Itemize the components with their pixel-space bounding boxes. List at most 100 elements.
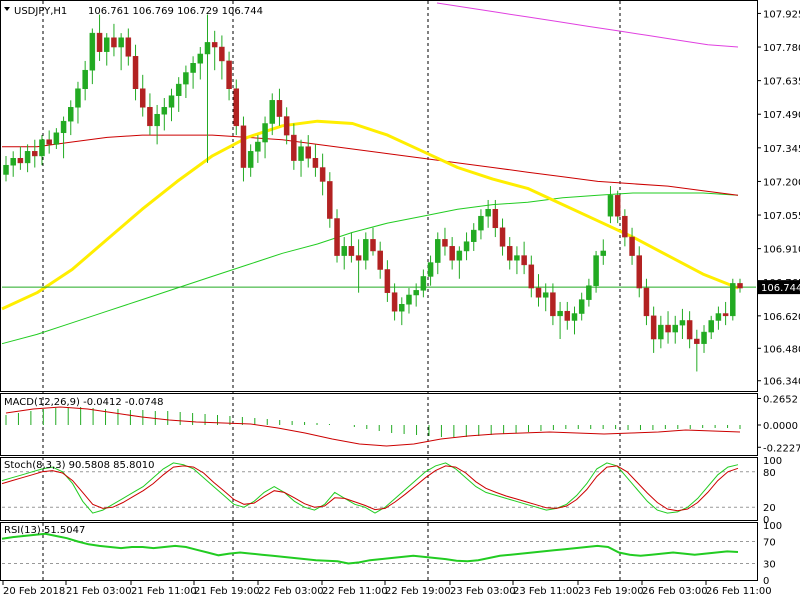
candle-bullish [406,294,412,305]
main-panel-border [0,0,758,392]
candle-bearish [32,151,38,157]
candle-bullish [730,283,736,317]
stoch-panel-border [0,457,758,521]
candle-bullish [456,250,463,261]
candle-bearish [276,100,283,117]
candle-bullish [3,164,9,175]
candle-bullish [679,320,686,326]
candle-bearish [499,227,506,247]
candle-bearish [226,60,232,89]
candle-bearish [96,32,103,52]
macd-panel: 0.2652 0.0000 -0.2227 [5,394,800,454]
candle-bullish [435,239,441,263]
candle-bullish [39,139,45,157]
candle-bearish [506,246,513,261]
time-tick-label: 23 Feb 03:00 [450,586,516,597]
candle-bullish [478,215,484,231]
current-price-label: 106.744 [761,283,800,294]
rsi-line [1,532,739,565]
price-axis: 107.925 107.780 107.635 107.490 107.345 107.2… [757,9,800,388]
candle-bullish [363,239,369,261]
price-tick-label: 107.055 [763,211,800,222]
candle-bullish [420,276,427,291]
current-price-box [758,280,800,295]
candle-bullish [427,262,434,277]
candle-bearish [132,56,139,89]
macd-tick-label: 0.2652 [763,394,798,405]
rsi-tick-label: 70 [763,538,776,549]
price-tick-label: 107.490 [763,110,800,121]
candle-bullish [75,88,81,108]
candle-bullish [586,285,592,300]
symbol-label: USDJPY,H1 [14,6,67,17]
candle-bearish [46,139,52,145]
candle-bearish [492,208,499,229]
candlesticks [3,14,743,372]
candle-bearish [650,315,657,340]
candle-bearish [391,292,398,312]
candle-bullish [247,151,254,168]
candle-bullish [269,100,276,124]
candle-bearish [614,195,621,217]
candle-bearish [348,246,355,256]
candle-bearish [564,310,571,321]
rsi-tick-label: 30 [763,560,776,571]
time-tick-label: 26 Feb 11:00 [706,586,772,597]
time-tick-label: 22 Feb 03:00 [258,586,324,597]
candle-bullish [399,304,405,312]
price-tick-label: 107.925 [763,9,800,20]
sma-yellow-line [1,119,739,311]
candle-bearish [125,37,132,57]
candle-bearish [665,324,671,333]
time-tick-label: 21 Feb 19:00 [194,586,260,597]
dropdown-triangle-icon[interactable] [4,7,10,11]
candle-bullish [68,107,74,122]
time-tick-label: 20 Feb 2018 [3,586,65,597]
moving-averages [1,2,756,345]
rsi-label: RSI(13) 51.5047 [4,525,85,536]
candle-bullish [571,313,578,321]
candle-bullish [89,32,96,71]
candle-bullish [53,132,60,145]
candle-bearish [550,292,556,317]
candle-bearish [355,255,362,261]
stoch-label: Stoch(8,3,3) 90.5808 85.8010 [4,460,155,471]
macd-tick-label: -0.2227 [763,443,800,454]
candle-bullish [463,241,470,252]
time-tick-label: 22 Feb 19:00 [385,586,451,597]
candle-bullish [103,37,110,52]
rsi-panel-border [0,522,758,581]
candle-bullish [262,123,268,143]
candle-bullish [161,107,168,115]
candle-bearish [636,255,643,289]
macd-tick-label: 0.0000 [763,421,798,432]
candle-bullish [715,313,722,321]
candle-bearish [377,250,383,270]
time-tick-label: 23 Feb 19:00 [578,586,644,597]
candle-bullish [60,120,67,134]
candle-bearish [737,283,743,289]
candle-bearish [629,236,635,256]
rsi-tick-label: 100 [763,521,782,532]
candle-bullish [607,195,614,217]
candle-bullish [118,37,124,48]
candle-bearish [111,37,117,48]
sma-green-line [1,192,739,345]
candle-bullish [10,158,16,166]
time-tick-label: 23 Feb 11:00 [513,586,579,597]
candle-bearish [319,167,326,182]
candle-bearish [535,287,542,298]
candle-bullish [197,53,204,64]
rsi-tick-label: 0 [763,576,769,587]
candle-bullish [485,208,491,217]
candle-bullish [255,141,261,152]
candle-bullish [82,69,88,89]
candle-bullish [341,246,347,256]
candle-bearish [384,269,391,293]
candle-bearish [521,255,527,266]
candle-bullish [593,255,599,286]
stoch-tick-label: 0 [763,515,769,526]
price-tick-label: 107.345 [763,144,800,155]
